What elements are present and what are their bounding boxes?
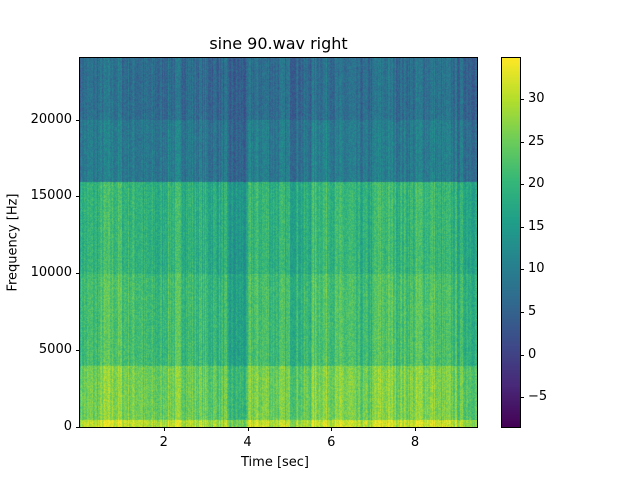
x-tick-mark — [331, 427, 333, 431]
colorbar-tick-label: 30 — [528, 90, 545, 106]
colorbar-tick-label: 0 — [528, 346, 537, 362]
colorbar-tick-mark — [520, 397, 524, 399]
colorbar-tick-mark — [520, 226, 524, 228]
chart-title: sine 90.wav right — [209, 34, 348, 53]
x-tick-label: 4 — [243, 435, 252, 450]
x-tick-mark — [247, 427, 249, 431]
colorbar-tick-label: 10 — [528, 261, 545, 277]
colorbar-tick-label: 25 — [528, 133, 545, 149]
x-tick-mark — [163, 427, 165, 431]
x-tick-label: 6 — [327, 435, 336, 450]
y-tick-label: 0 — [63, 419, 72, 434]
colorbar-tick-label: 15 — [528, 218, 545, 234]
colorbar — [501, 57, 521, 428]
colorbar-tick-label: 20 — [528, 176, 545, 192]
x-tick-label: 2 — [159, 435, 168, 450]
y-tick-mark — [76, 427, 80, 428]
y-tick-mark — [76, 350, 80, 352]
colorbar-tick-mark — [520, 354, 524, 356]
y-tick-label: 5000 — [38, 342, 72, 358]
y-tick-label: 15000 — [30, 188, 72, 204]
spectrogram-heatmap — [79, 57, 478, 428]
colorbar-tick-label: −5 — [528, 389, 548, 405]
x-tick-label: 8 — [410, 435, 420, 450]
x-tick-mark — [415, 427, 417, 431]
y-tick-mark — [76, 119, 80, 121]
colorbar-tick-mark — [520, 141, 524, 143]
colorbar-tick-mark — [520, 184, 524, 186]
y-tick-mark — [76, 196, 80, 198]
colorbar-tick-mark — [520, 311, 524, 313]
y-tick-label: 20000 — [30, 111, 72, 127]
colorbar-tick-mark — [520, 269, 524, 271]
colorbar-tick-mark — [520, 98, 524, 100]
y-tick-mark — [76, 273, 80, 275]
y-axis-label: Frequency [Hz] — [5, 193, 21, 292]
x-axis-label: Time [sec] — [241, 455, 310, 470]
colorbar-tick-label: 5 — [528, 303, 537, 319]
y-tick-label: 10000 — [30, 265, 72, 281]
